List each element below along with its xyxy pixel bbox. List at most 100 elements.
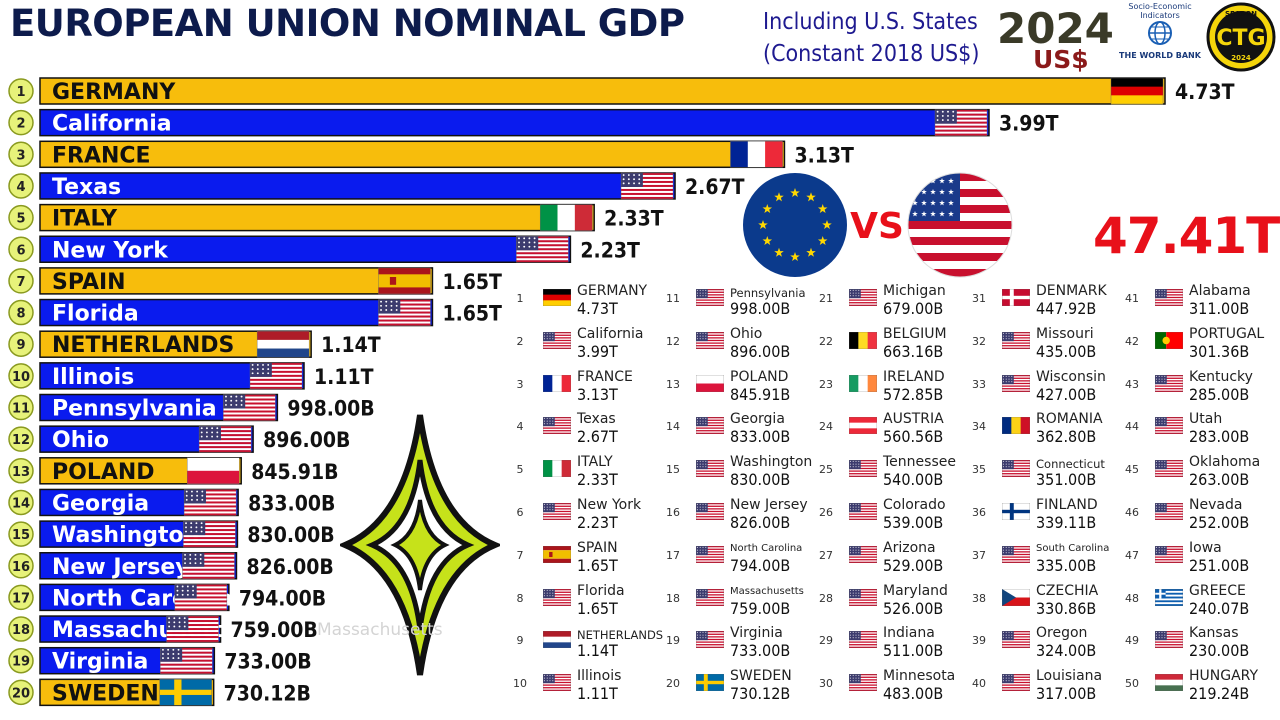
bar-flag-icon	[249, 362, 303, 390]
entry-name: POLAND	[730, 368, 789, 385]
bar-label: Ohio	[52, 428, 109, 453]
usa-flag-icon	[849, 460, 877, 478]
ranking-entry: 40 Louisiana 317.00B	[964, 665, 1117, 708]
bar-row: 11 Pennsylvania 998.00B	[8, 393, 375, 422]
bar-value-label: 998.00B	[287, 397, 374, 421]
entry-name: South Carolina	[1036, 542, 1110, 554]
bar-label: GERMANY	[52, 80, 176, 105]
rank-badge	[8, 458, 34, 484]
entry-name: ROMANIA	[1036, 411, 1103, 428]
ranking-entry: 42 PORTUGAL 301.36B	[1117, 323, 1270, 366]
entry-name: HUNGARY	[1189, 668, 1259, 685]
usa-flag-icon	[696, 331, 724, 349]
entry-value: 733.00B	[730, 641, 791, 661]
entry-name: PORTUGAL	[1189, 325, 1265, 342]
entry-value: 539.00B	[883, 513, 944, 532]
entry-rank: 44	[1125, 420, 1139, 434]
entry-rank: 4	[516, 420, 524, 434]
bar-label: Washington	[52, 523, 199, 548]
currency-label: US$	[1033, 45, 1089, 74]
ranking-entry: 11 Pennsylvania 998.00B	[658, 280, 811, 323]
entry-value: 526.00B	[883, 598, 944, 618]
entry-name: DENMARK	[1036, 283, 1107, 299]
bar-row: 15 Washington 830.00B	[8, 520, 335, 548]
rank-badge	[8, 268, 34, 294]
rank-number: 17	[12, 591, 30, 606]
logo-season-text: SEASON	[1225, 10, 1257, 18]
ranking-entry: 20 SWEDEN 730.12B	[658, 665, 811, 708]
ranking-entry: 19 Virginia 733.00B	[658, 622, 811, 665]
bar-flag-icon	[256, 330, 310, 358]
ranking-entry: 50 HUNGARY 219.24B	[1117, 665, 1270, 708]
bar-value-label: 1.11T	[314, 365, 374, 389]
bar-row: 6 New York 2.23T	[8, 235, 640, 263]
entry-value: 511.00B	[883, 641, 944, 661]
usa-flag-icon	[1155, 289, 1183, 306]
bar	[39, 172, 676, 200]
rank-badge	[8, 299, 34, 326]
rank-badge	[8, 173, 34, 199]
usa-flag-icon	[696, 545, 724, 563]
ranking-entry: 6 New York 2.23T	[505, 494, 658, 537]
ranking-entry: 4 Texas 2.67T	[505, 408, 658, 451]
entry-rank: 17	[666, 548, 680, 562]
subtitle-line-2: (Constant 2018 US$)	[763, 41, 980, 67]
entry-rank: 42	[1125, 334, 1139, 348]
entry-rank: 32	[972, 334, 986, 348]
rank-badge	[8, 236, 34, 262]
entry-name: Georgia	[730, 411, 785, 428]
entry-rank: 12	[666, 334, 680, 348]
rank-number: 19	[12, 655, 30, 670]
rank-number: 12	[12, 433, 30, 448]
ranking-entry: 24 AUSTRIA 560.56B	[811, 408, 964, 451]
entry-rank: 11	[666, 292, 680, 305]
entry-name: Maryland	[883, 582, 948, 599]
subtitle-line-1: Including U.S. States	[763, 9, 978, 35]
chart-subtitle: Including U.S. States (Constant 2018 US$…	[763, 6, 979, 70]
bar-label: ITALY	[52, 207, 118, 232]
rank-number: 11	[12, 402, 30, 417]
entry-value: 663.16B	[883, 341, 944, 361]
entry-name: Connecticut	[1036, 457, 1105, 472]
ranking-entry: 12 Ohio 896.00B	[658, 323, 811, 366]
bar-label: New Jersey	[52, 555, 190, 580]
entry-name: Utah	[1189, 411, 1223, 428]
entry-rank: 23	[819, 377, 833, 391]
bar-value-label: 1.65T	[442, 302, 502, 326]
ranking-entry: 33 Wisconsin 427.00B	[964, 366, 1117, 409]
usa-flag-icon	[1155, 503, 1183, 520]
rank-number: 7	[16, 275, 25, 290]
entry-rank: 14	[666, 420, 680, 434]
ranking-entry: 44 Utah 283.00B	[1117, 408, 1270, 451]
bar-value-label: 1.14T	[321, 333, 381, 357]
usa-flag-icon	[908, 173, 1012, 277]
bar-row: 20 SWEDEN 730.12B	[8, 678, 311, 706]
entry-name: SPAIN	[577, 539, 618, 556]
ranking-entry: 5 ITALY 2.33T	[505, 451, 658, 494]
entry-value: 540.00B	[883, 470, 944, 490]
entry-rank: 6	[516, 506, 524, 519]
bar-value-label: 3.99T	[999, 112, 1059, 136]
entry-rank: 18	[666, 591, 680, 605]
bar-row: 16 New Jersey 826.00B	[8, 552, 334, 580]
entry-value: 311.00B	[1189, 299, 1250, 318]
entry-value: 1.65T	[577, 555, 618, 575]
entry-value: 560.56B	[883, 427, 944, 447]
world-bank-caption-2: Indicators	[1140, 11, 1180, 20]
ranking-entry: 37 South Carolina 335.00B	[964, 537, 1117, 580]
hungary-flag-icon	[1155, 674, 1183, 692]
entry-name: FRANCE	[577, 368, 633, 385]
usa-flag-icon	[1002, 460, 1030, 478]
ranking-entry: 47 Iowa 251.00B	[1117, 537, 1270, 580]
ranking-entry: 10 Illinois 1.11T	[505, 665, 658, 708]
belgium-flag-icon	[849, 331, 877, 349]
bar-value-label: 826.00B	[246, 555, 333, 579]
entry-value: 435.00B	[1036, 341, 1097, 361]
denmark-flag-icon	[1002, 289, 1030, 306]
rank-badge	[8, 553, 34, 579]
entry-name: Michigan	[883, 283, 946, 299]
entry-name: Kansas	[1189, 625, 1239, 642]
bar-row: 19 Virginia 733.00B	[8, 646, 312, 675]
rank-number: 3	[16, 148, 25, 163]
